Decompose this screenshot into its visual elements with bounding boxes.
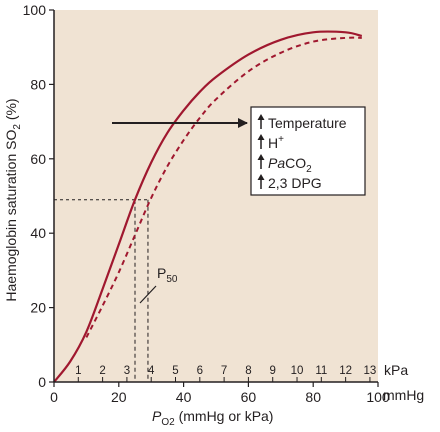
kpa-scale: 1 2 3 4 5 6 7 8 9 10 11 12 13 [75, 365, 376, 382]
svg-text:PaCO2: PaCO2 [268, 155, 312, 175]
kpa-tick-label: 2 [99, 365, 105, 377]
series-line-normal [53, 30, 363, 383]
y-tick-label: 0 [38, 374, 46, 390]
kpa-tick-label: 1 [75, 365, 81, 377]
p50-guides [54, 199, 149, 382]
shift-factor-item: PaCO2 [257, 154, 312, 175]
x-tick-label: 100 [366, 389, 390, 405]
kpa-tick-label: 12 [339, 365, 352, 377]
series-line-shifted [85, 36, 362, 338]
svg-text:2,3 DPG: 2,3 DPG [268, 175, 322, 191]
y-axis-title: Haemoglobin saturation SO2 (%) [3, 98, 23, 301]
kpa-tick-label: 4 [148, 365, 155, 377]
svg-text:Temperature: Temperature [268, 115, 347, 131]
kpa-unit-label: kPa [384, 362, 408, 378]
y-tick-label: 20 [30, 300, 46, 316]
kpa-tick-label: 3 [124, 365, 130, 377]
x-tick-label: 20 [111, 389, 127, 405]
kpa-tick-label: 5 [172, 365, 178, 377]
kpa-tick-label: 8 [245, 365, 251, 377]
x-tick-label: 80 [305, 389, 321, 405]
x-axis-title: PO2 (mmHg or kPa) [152, 408, 273, 428]
kpa-tick-label: 7 [221, 365, 227, 377]
y-tick-label: 100 [23, 2, 47, 18]
x-tick-label: 0 [50, 389, 58, 405]
shift-factor-item: Temperature [257, 114, 347, 131]
kpa-tick-label: 11 [315, 365, 327, 377]
kpa-tick-label: 10 [291, 365, 304, 377]
p50-label: P50 [157, 265, 178, 285]
kpa-tick-label: 13 [364, 365, 377, 377]
p50-annotation: P50 [139, 265, 178, 304]
x-unit-label: mmHg [383, 387, 424, 403]
x-tick-label: 40 [176, 389, 192, 405]
y-tick-label: 80 [30, 76, 46, 92]
kpa-tick-label: 9 [270, 365, 276, 377]
y-tick-label: 60 [30, 151, 46, 167]
plot-area [54, 10, 378, 382]
y-axis-ticks: 0 20 40 60 80 100 [23, 2, 54, 390]
x-axis-ticks: 0 20 40 60 80 100 [50, 382, 390, 405]
svg-text:H+: H+ [268, 134, 284, 151]
kpa-tick-label: 6 [197, 365, 203, 377]
shift-factor-item: H+ [257, 134, 284, 151]
shift-factor-item: 2,3 DPG [257, 174, 322, 191]
x-tick-label: 60 [241, 389, 257, 405]
y-tick-label: 40 [30, 225, 46, 241]
